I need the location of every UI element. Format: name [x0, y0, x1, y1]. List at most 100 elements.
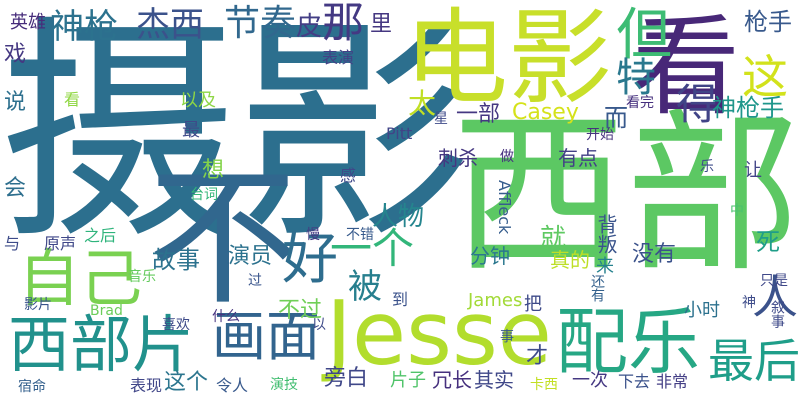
word-dan: 但: [616, 3, 672, 68]
word-affleck: Affleck: [495, 180, 514, 235]
word-cai: 才: [526, 344, 549, 369]
word-pi: 皮: [296, 12, 323, 42]
word-huamian: 画面: [212, 305, 320, 368]
word-rongchang: 冗长: [432, 368, 472, 392]
word-ba: 把: [524, 294, 542, 315]
word-taici: 台词: [190, 187, 218, 203]
word-shen: 神: [742, 295, 756, 311]
word-hao: 好: [282, 227, 338, 292]
word-zhihou: 之后: [84, 226, 117, 245]
word-tai: 太: [408, 87, 437, 120]
word-beipan: 背叛: [594, 214, 618, 254]
word-biaoxian: 表现: [130, 376, 163, 395]
word-xushi: 叙事: [769, 300, 785, 328]
word-xiang: 想: [202, 158, 225, 183]
word-yanji: 演技: [270, 377, 298, 393]
word-yingpian: 影片: [24, 297, 52, 313]
word-si: 死: [756, 228, 780, 256]
word-xiaqu: 下去: [618, 372, 651, 391]
word-renwu: 人物: [372, 202, 425, 232]
word-na: 那: [322, 0, 365, 47]
word-bucuo: 不错: [346, 227, 374, 243]
word-xing: 星: [434, 111, 448, 127]
word-zhishi: 只是: [760, 273, 788, 289]
word-yinyue: 音乐: [128, 269, 156, 285]
word-pangbai: 旁白: [324, 366, 369, 391]
word-jiu: 就: [540, 224, 567, 254]
word-li: 里: [370, 12, 393, 37]
word-buguo: 不过: [278, 298, 323, 323]
word-zhe: 这: [742, 50, 788, 104]
word-shenme: 什么: [212, 309, 240, 325]
word-xibu: 西部: [452, 93, 800, 296]
word-bu: 不: [148, 152, 299, 326]
word-sheying: 摄影: [0, 0, 473, 271]
word-dianying: 电影: [404, 0, 613, 119]
word-bei: 被: [348, 267, 382, 307]
word-ren: 人: [752, 270, 798, 324]
word-gushi: 故事: [152, 246, 200, 274]
word-lingren: 令人: [216, 376, 249, 395]
word-pianzi: 片子: [390, 370, 426, 391]
word-pitt: Pitt: [386, 124, 413, 143]
word-er: 而: [604, 104, 628, 132]
word-shenqiangshou: 神枪手: [712, 94, 784, 122]
word-yanyuan: 演员: [228, 244, 273, 269]
word-rang: 让: [744, 160, 762, 181]
word-lai: 来: [596, 256, 614, 277]
word-cisha: 刺杀: [438, 146, 478, 170]
word-shenqiang: 神枪: [50, 7, 118, 47]
word-casey: Casey: [512, 100, 579, 125]
word-xibupian: 西部片: [8, 308, 195, 381]
word-jesse: Jesse: [326, 282, 552, 385]
word-fenzhong: 分钟: [470, 244, 510, 268]
word-haiyou: 还有: [589, 274, 605, 302]
word-zuo: 做: [500, 149, 514, 165]
word-xihuan: 喜欢: [162, 317, 190, 333]
word-shuo: 说: [4, 90, 27, 115]
word-meiyou: 没有: [632, 242, 677, 267]
word-zhege: 这个: [164, 370, 209, 395]
word-feichang: 非常: [656, 372, 689, 391]
word-shi: 事: [500, 329, 514, 345]
word-le: 乐: [700, 159, 714, 175]
word-jiezou: 节奏: [224, 3, 297, 44]
word-kan-small: 看: [64, 90, 81, 109]
word-zuihou: 最后: [708, 334, 800, 388]
word-kanwan: 看完: [626, 95, 654, 111]
word-yu: 与: [4, 234, 21, 253]
word-suming: 宿命: [18, 379, 46, 395]
word-yibu: 一部: [456, 102, 501, 127]
word-xiaoshi: 小时: [684, 300, 720, 321]
word-yige: 一个: [330, 224, 415, 273]
word-jiexi: 杰西: [136, 5, 204, 45]
word-qishi: 其实: [474, 368, 514, 392]
word-gan: 感: [340, 166, 357, 185]
word-xi: 戏: [4, 42, 27, 67]
word-kaxi: 卡西: [530, 377, 558, 393]
word-qiangshou: 枪手: [744, 8, 792, 36]
word-james: James: [468, 290, 523, 311]
word-man: 慢: [306, 227, 320, 243]
word-yi: 以: [312, 317, 326, 333]
word-kan-large: 看: [632, 5, 741, 130]
word-peiyue: 配乐: [556, 300, 701, 384]
word-de: 得: [676, 80, 719, 129]
word-te: 特: [616, 55, 656, 101]
word-yuansheng: 原声: [44, 234, 77, 253]
word-brad: Brad: [90, 303, 123, 319]
word-dao: 到: [392, 290, 409, 309]
word-kaishi: 开始: [586, 127, 614, 143]
word-hui: 会: [4, 176, 27, 201]
word-zhong: 中: [730, 203, 744, 219]
word-youdian: 有点: [558, 146, 598, 170]
word-yiji: 以及: [180, 90, 216, 111]
word-ziji: 自己: [18, 242, 143, 315]
word-biaoyan: 表演: [322, 48, 355, 67]
word-guo: 过: [248, 273, 262, 289]
word-yingxiong: 英雄: [10, 12, 46, 33]
word-zhende: 真的: [550, 248, 590, 272]
word-zui: 最: [182, 120, 200, 141]
word-yici: 一次: [572, 370, 608, 391]
